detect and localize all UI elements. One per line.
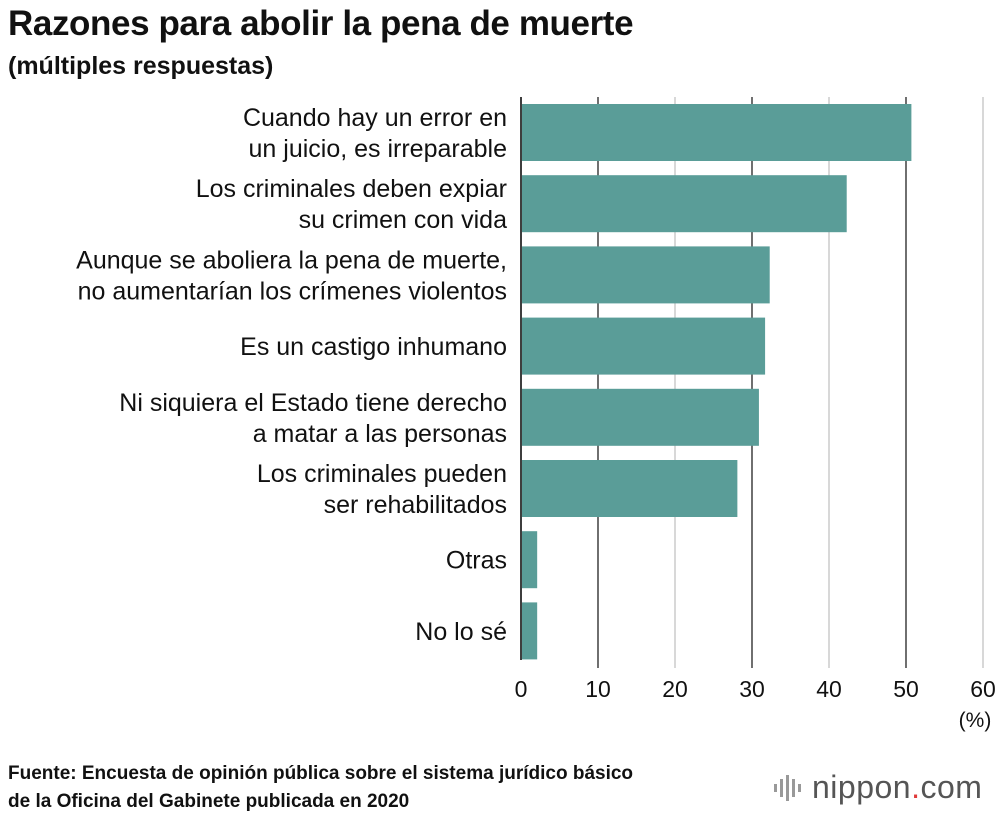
category-label-1-line-1: Cuando hay un error en	[243, 104, 507, 132]
logo-dot: .	[911, 769, 921, 805]
x-tick-label-30: 30	[739, 676, 765, 702]
logo-tld: com	[920, 769, 983, 805]
category-label-6-line-1: Los criminales pueden	[257, 460, 507, 488]
category-label-2-line-2: su crimen con vida	[299, 206, 508, 234]
bar-6	[522, 460, 738, 517]
x-tick-label-60: 60	[970, 676, 996, 702]
bar-5	[522, 388, 759, 446]
bar-8	[522, 602, 538, 660]
category-label-5-line-2: a matar a las personas	[253, 420, 507, 448]
bar-1	[522, 104, 912, 161]
bar-3	[522, 246, 770, 304]
source-line-2: de la Oficina del Gabinete publicada en …	[8, 791, 410, 812]
chart-subtitle: (múltiples respuestas)	[8, 52, 274, 80]
nippon-logo: nippon.com	[772, 769, 982, 806]
logo-wordmark: nippon.com	[812, 769, 982, 806]
chart-title: Razones para abolir la pena de muerte	[8, 4, 634, 43]
x-axis-ticks: 0 10 20 30 40 50 60	[515, 676, 996, 702]
category-label-5-line-1: Ni siquiera el Estado tiene derecho	[119, 389, 507, 417]
bar-4	[522, 317, 766, 375]
category-label-6-line-2: ser rehabilitados	[324, 491, 507, 519]
category-label-2-line-1: Los criminales deben expiar	[196, 175, 507, 203]
x-tick-label-50: 50	[893, 676, 919, 702]
bar-chart: Cuando hay un error en un juicio, es irre…	[76, 97, 996, 732]
category-label-4-line-1: Es un castigo inhumano	[240, 333, 507, 361]
x-tick-label-10: 10	[585, 676, 611, 702]
category-label-3-line-2: no aumentarían los crímenes violentos	[78, 277, 507, 305]
source-note: Fuente: Encuesta de opinión pública sobr…	[8, 760, 633, 816]
logo-main: nippon	[812, 769, 912, 805]
source-line-1: Fuente: Encuesta de opinión pública sobr…	[8, 763, 634, 784]
category-labels: Cuando hay un error en un juicio, es irre…	[76, 104, 507, 646]
category-label-1-line-2: un juicio, es irreparable	[249, 135, 507, 163]
category-label-3-line-1: Aunque se aboliera la pena de muerte,	[76, 246, 507, 274]
x-tick-label-20: 20	[662, 676, 688, 702]
category-label-8-line-1: No lo sé	[415, 618, 507, 646]
nippon-logo-icon	[774, 774, 801, 801]
x-tick-label-0: 0	[515, 676, 528, 702]
bars	[522, 104, 912, 660]
bar-7	[522, 531, 538, 589]
bar-2	[522, 175, 847, 233]
x-tick-label-40: 40	[816, 676, 842, 702]
category-label-7-line-1: Otras	[446, 547, 507, 575]
x-axis-unit-label: (%)	[959, 709, 992, 732]
